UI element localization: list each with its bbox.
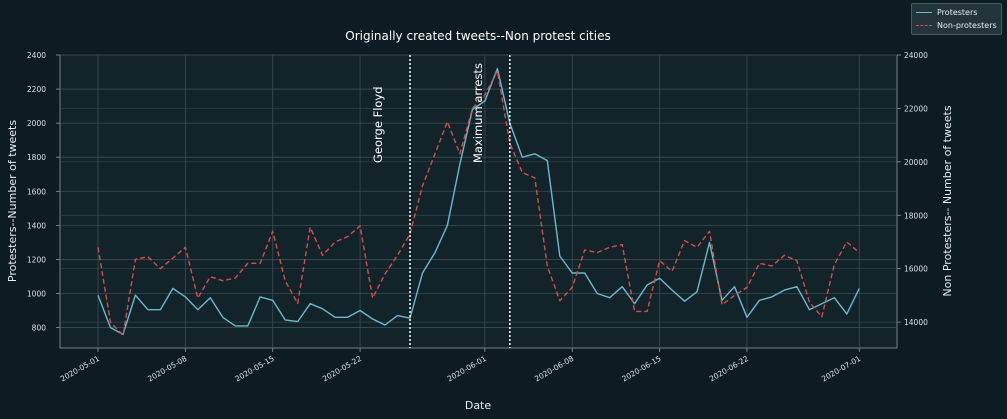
- y-right-tick-label: 18000: [904, 211, 928, 220]
- y-left-tick-label: 2400: [27, 51, 46, 60]
- y-left-tick-label: 1400: [27, 221, 46, 230]
- y-left-tick-label: 2000: [27, 119, 46, 128]
- y-right-tick-label: 22000: [904, 104, 928, 113]
- legend-item-protesters: Protesters: [916, 6, 997, 19]
- legend: Protesters Non-protesters: [911, 3, 1002, 35]
- y-right-tick-label: 20000: [904, 158, 928, 167]
- y-axis-right-label: Non Protesters-- Number of tweets: [941, 105, 954, 296]
- legend-label-protesters: Protesters: [937, 8, 978, 17]
- series-lines: [97, 67, 860, 337]
- y-left-tick-label: 1800: [27, 153, 46, 162]
- y-right-tick-label: 24000: [904, 51, 928, 60]
- chart-title: Originally created tweets--Non protest c…: [345, 29, 610, 43]
- y-right-tick-label: 16000: [904, 265, 928, 274]
- annotation-label: George Floyd: [371, 86, 385, 163]
- annotations: George Floyd Maximum arrests: [371, 55, 511, 348]
- y-left-tick-label: 800: [32, 324, 47, 333]
- grid: [60, 54, 897, 348]
- annotation-label: Maximum arrests: [471, 63, 485, 163]
- plot-area: [59, 54, 898, 349]
- legend-label-non-protesters: Non-protesters: [937, 21, 997, 30]
- legend-swatch-protesters: [916, 12, 932, 13]
- y-left-tick-label: 1600: [27, 187, 46, 196]
- x-axis-label: Date: [465, 399, 492, 412]
- legend-swatch-non-protesters: [916, 25, 932, 26]
- y-left-tick-label: 2200: [27, 85, 46, 94]
- legend-item-non-protesters: Non-protesters: [916, 19, 997, 32]
- y-left-tick-label: 1000: [27, 289, 46, 298]
- y-right-tick-label: 14000: [904, 318, 928, 327]
- y-left-tick-label: 1200: [27, 255, 46, 264]
- series-line-non-protesters: [97, 70, 860, 337]
- series-line-protesters: [97, 67, 860, 336]
- y-axis-left-label: Protesters--Number of tweets: [6, 120, 19, 282]
